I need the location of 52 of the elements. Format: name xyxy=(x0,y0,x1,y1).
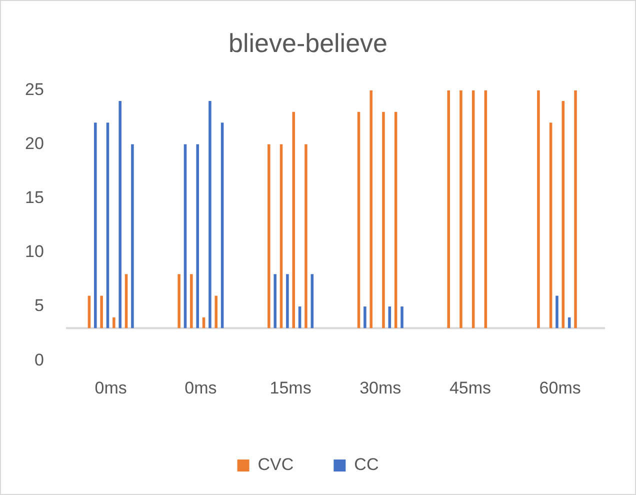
bar xyxy=(274,274,276,328)
x-tick-label: 30ms xyxy=(360,378,402,398)
chart-title: blieve-believe xyxy=(228,28,388,58)
bar xyxy=(549,122,552,328)
bar xyxy=(472,90,475,328)
bar xyxy=(124,274,128,328)
bar xyxy=(364,306,366,328)
bar xyxy=(131,144,134,328)
bar xyxy=(537,90,540,328)
bar xyxy=(382,112,385,328)
bar xyxy=(196,144,199,328)
bar xyxy=(94,122,97,328)
y-tick-label: 5 xyxy=(34,296,44,316)
bar xyxy=(118,101,122,328)
bar xyxy=(447,90,450,328)
bar xyxy=(178,274,180,328)
x-tick-label: 60ms xyxy=(539,378,581,398)
bar xyxy=(190,274,193,328)
y-tick-label: 20 xyxy=(24,134,44,153)
bar xyxy=(286,274,289,328)
bar xyxy=(280,144,283,328)
bar xyxy=(304,144,308,328)
bar xyxy=(220,122,224,328)
bar xyxy=(460,90,462,328)
bar xyxy=(100,296,103,328)
x-tick-label: 0ms xyxy=(94,378,127,398)
legend-label: CC xyxy=(354,455,379,474)
bar xyxy=(574,90,577,328)
bar xyxy=(106,122,110,328)
x-tick-label: 15ms xyxy=(270,378,312,398)
y-tick-label: 10 xyxy=(24,242,44,262)
legend-label: CVC xyxy=(258,455,294,474)
bar xyxy=(88,296,91,328)
x-tick-label: 0ms xyxy=(184,378,217,398)
bar xyxy=(292,112,296,328)
bar xyxy=(208,101,212,328)
bar xyxy=(357,112,360,328)
bar xyxy=(400,306,404,328)
bar xyxy=(214,296,218,328)
y-tick-label: 15 xyxy=(24,188,44,208)
bar xyxy=(562,101,565,328)
y-tick-label: 0 xyxy=(34,350,44,370)
bar xyxy=(184,144,187,328)
bar xyxy=(394,112,398,328)
bar xyxy=(370,90,373,328)
x-tick-label: 45ms xyxy=(449,378,492,398)
y-tick-label: 25 xyxy=(24,80,44,99)
bar xyxy=(310,274,314,328)
bar xyxy=(556,296,558,328)
bar xyxy=(484,90,488,328)
bar xyxy=(268,144,270,328)
bar xyxy=(112,317,116,328)
